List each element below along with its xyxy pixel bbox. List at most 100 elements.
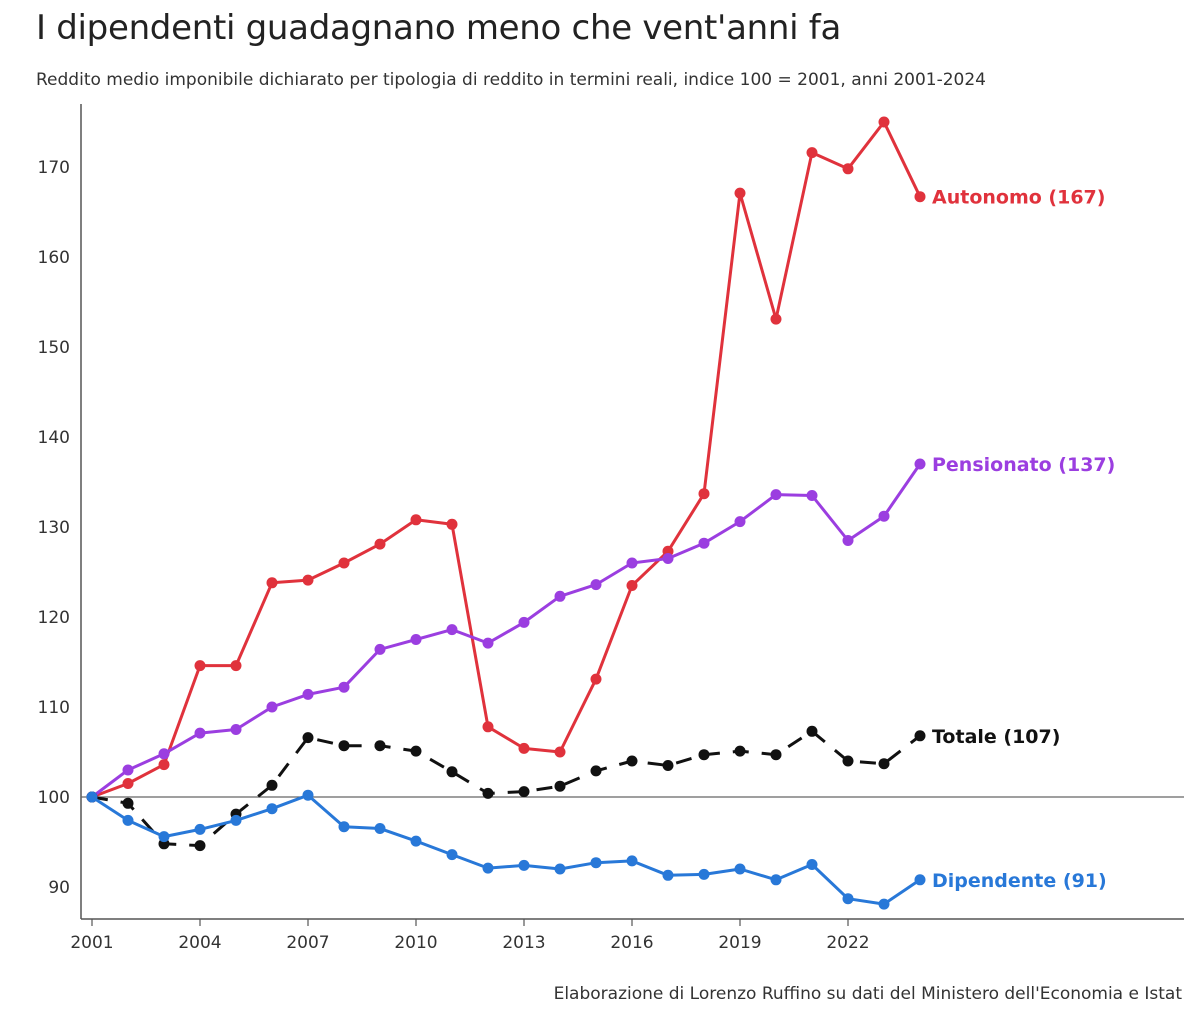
- y-tick-label: 90: [48, 878, 70, 898]
- series-line-totale: [91, 729, 921, 848]
- data-point-dipendente: [554, 863, 566, 875]
- x-tick-label: 2001: [70, 933, 113, 953]
- data-point-pensionato: [554, 590, 566, 602]
- y-tick-label: 100: [38, 788, 70, 808]
- data-point-autonomo: [734, 187, 746, 199]
- data-point-totale: [554, 780, 566, 792]
- data-point-pensionato: [122, 764, 134, 776]
- data-point-dipendente: [806, 859, 818, 870]
- data-point-pensionato: [914, 458, 926, 470]
- series-line-pensionato: [90, 462, 922, 799]
- data-point-autonomo: [122, 778, 134, 789]
- series-line-autonomo: [90, 120, 922, 799]
- data-point-pensionato: [734, 516, 746, 528]
- data-point-pensionato: [770, 489, 782, 501]
- y-tick-label: 120: [38, 608, 70, 628]
- data-point-totale: [302, 732, 314, 744]
- data-point-dipendente: [374, 823, 386, 834]
- data-point-totale: [590, 765, 602, 777]
- chart-title: I dipendenti guadagnano meno che vent'an…: [36, 8, 841, 48]
- data-point-pensionato: [410, 634, 422, 645]
- data-point-pensionato: [878, 510, 890, 522]
- y-tick-label: 150: [38, 338, 70, 358]
- data-point-autonomo: [410, 514, 422, 526]
- y-tick-label: 140: [38, 428, 70, 448]
- data-point-dipendente: [914, 874, 926, 886]
- data-point-autonomo: [518, 742, 530, 754]
- chart-axes: 90 100 110 120 130 140 150 160 170 2001 2004 2007 20…: [38, 104, 1184, 953]
- x-tick-label: 2022: [826, 933, 869, 953]
- data-point-totale: [122, 797, 134, 809]
- series-line-dipendente: [90, 793, 922, 906]
- data-point-dipendente: [626, 855, 638, 867]
- data-point-dipendente: [590, 857, 602, 869]
- data-point-autonomo: [554, 746, 566, 758]
- data-point-totale: [734, 745, 746, 757]
- data-point-dipendente: [122, 814, 134, 826]
- data-point-pensionato: [482, 637, 494, 649]
- data-point-autonomo: [302, 574, 314, 586]
- data-point-totale: [482, 787, 494, 799]
- data-point-autonomo: [698, 488, 710, 500]
- data-point-dipendente: [842, 893, 854, 905]
- y-tick-label: 130: [38, 518, 70, 538]
- data-point-pensionato: [662, 553, 674, 564]
- x-tick-label: 2016: [610, 933, 653, 953]
- data-point-pensionato: [518, 616, 530, 628]
- data-point-pensionato: [158, 748, 170, 760]
- data-point-dipendente: [86, 791, 98, 803]
- data-point-totale: [878, 758, 890, 770]
- data-point-autonomo: [158, 759, 170, 771]
- data-point-dipendente: [446, 849, 458, 861]
- data-point-dipendente: [482, 862, 494, 874]
- data-point-autonomo: [626, 580, 638, 591]
- data-point-totale: [374, 740, 386, 752]
- data-point-dipendente: [158, 831, 170, 843]
- data-point-totale: [410, 745, 422, 757]
- y-tick-label: 160: [38, 248, 70, 268]
- data-point-dipendente: [518, 859, 530, 871]
- chart-series: [86, 116, 926, 910]
- x-tick-label: 2019: [718, 933, 761, 953]
- data-point-totale: [446, 766, 458, 778]
- data-point-autonomo: [446, 518, 458, 530]
- data-point-autonomo: [806, 147, 818, 159]
- data-point-totale: [194, 840, 206, 852]
- data-point-pensionato: [842, 535, 854, 546]
- data-point-dipendente: [878, 898, 890, 910]
- data-point-pensionato: [302, 688, 314, 700]
- data-point-dipendente: [662, 869, 674, 881]
- data-point-pensionato: [626, 557, 638, 569]
- data-point-totale: [266, 779, 278, 791]
- data-point-dipendente: [410, 835, 422, 847]
- data-point-pensionato: [266, 701, 278, 713]
- data-point-totale: [770, 749, 782, 761]
- data-point-autonomo: [338, 557, 350, 569]
- data-point-dipendente: [194, 823, 206, 835]
- data-point-totale: [806, 725, 818, 737]
- x-tick-label: 2013: [502, 933, 545, 953]
- data-point-pensionato: [446, 624, 458, 636]
- series-label-dipendente: Dipendente (91): [932, 870, 1107, 892]
- series-label-pensionato: Pensionato (137): [932, 454, 1115, 476]
- y-tick-label: 110: [38, 698, 70, 718]
- data-point-totale: [914, 730, 926, 742]
- data-point-dipendente: [734, 863, 746, 875]
- data-point-dipendente: [338, 821, 350, 833]
- data-point-totale: [518, 786, 530, 798]
- data-point-autonomo: [194, 660, 206, 672]
- series-label-autonomo: Autonomo (167): [932, 187, 1105, 209]
- data-point-pensionato: [338, 681, 350, 693]
- data-point-autonomo: [482, 721, 494, 733]
- series-end-labels: Autonomo (167) Pensionato (137) Totale (10…: [932, 187, 1115, 892]
- data-point-autonomo: [266, 577, 278, 589]
- data-point-autonomo: [374, 538, 386, 550]
- data-point-pensionato: [374, 643, 386, 655]
- x-tick-label: 2010: [394, 933, 437, 953]
- data-point-totale: [338, 740, 350, 752]
- data-point-pensionato: [194, 727, 206, 739]
- source-note: Elaborazione di Lorenzo Ruffino su dati …: [553, 984, 1182, 1004]
- data-point-dipendente: [302, 789, 314, 801]
- data-point-pensionato: [230, 724, 242, 735]
